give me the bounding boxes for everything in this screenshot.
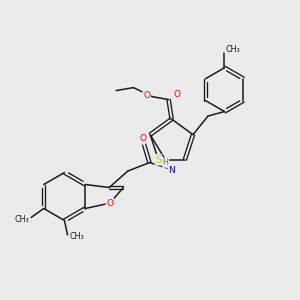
Text: CH₃: CH₃ <box>14 215 29 224</box>
Text: S: S <box>155 155 161 165</box>
Text: CH₃: CH₃ <box>70 232 85 241</box>
Text: O: O <box>173 90 181 99</box>
Text: O: O <box>143 91 150 100</box>
Text: H: H <box>163 158 169 167</box>
Text: CH₃: CH₃ <box>226 45 240 54</box>
Text: O: O <box>140 134 147 142</box>
Text: N: N <box>168 166 175 175</box>
Text: O: O <box>106 199 113 208</box>
